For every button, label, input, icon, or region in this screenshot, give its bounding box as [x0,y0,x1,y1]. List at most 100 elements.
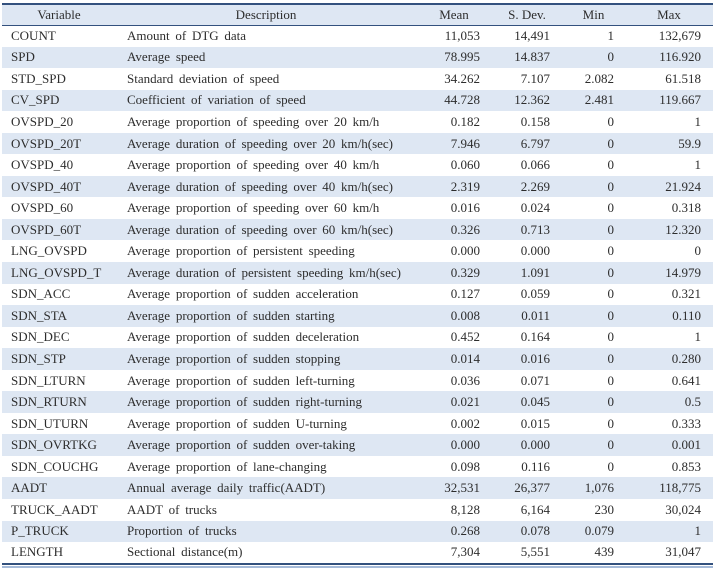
table-row: AADT Annual average daily traffic(AADT) 32… [2,477,713,500]
cell-min: 0 [607,113,615,129]
cell-min: 0 [607,157,615,173]
table-row: SDN_DEC Average proportion of sudden dece… [2,327,713,349]
cell-description: Average proportion of speeding over 20 k… [127,113,380,129]
cell-max: 0.280 [671,350,701,366]
cell-max: 0.641 [671,372,701,388]
cell-variable: LNG_OVSPD [11,243,87,259]
cell-description: AADT of trucks [127,501,217,517]
cell-variable: SPD [11,49,35,65]
cell-max: 1 [694,113,702,129]
table-row: SPD Average speed 78.995 14.837 0 116.920 [2,46,713,69]
cell-description: Annual average daily traffic(AADT) [127,480,326,496]
cell-description: Average proportion of sudden U-turning [127,415,347,431]
cell-mean: 11,053 [444,28,480,44]
column-header-max: Max [625,4,713,26]
cell-description: Average proportion of persistent speedin… [127,243,355,259]
cell-variable: LNG_OVSPD_T [11,264,102,280]
cell-mean: 78.995 [444,49,480,65]
cell-mean: 2.319 [450,178,480,194]
cell-max: 30,024 [665,501,701,517]
table-row: SDN_RTURN Average proportion of sudden ri… [2,391,713,413]
cell-description: Average proportion of sudden starting [127,307,335,323]
table-body: COUNT Amount of DTG data 11,053 14,491 1 132,… [2,25,713,564]
cell-min: 0 [607,135,615,151]
cell-sdev: 0.164 [520,329,550,345]
cell-min: 0 [607,286,615,302]
cell-variable: OVSPD_40T [11,178,82,194]
column-header-description: Description [116,4,416,26]
cell-mean: 0.182 [450,113,480,129]
cell-min: 0.079 [584,523,614,539]
cell-max: 59.9 [678,135,701,151]
cell-max: 116.920 [659,49,701,65]
cell-mean: 0.036 [450,372,480,388]
cell-variable: TRUCK_AADT [11,501,98,517]
cell-variable: SDN_OVRTKG [11,437,97,453]
cell-variable: OVSPD_20 [11,113,74,129]
cell-description: Standard deviation of speed [127,70,280,86]
table-row: CV_SPD Coefficient of variation of speed 4… [2,89,713,112]
cell-max: 0.001 [671,437,701,453]
table-row: OVSPD_60T Average duration of speeding ov… [2,218,713,241]
cell-mean: 0.060 [450,157,480,173]
column-header-mean: Mean [416,4,492,26]
cell-description: Average duration of speeding over 40 km/… [127,178,394,194]
cell-variable: OVSPD_40 [11,157,74,173]
cell-sdev: 12.362 [514,92,550,108]
cell-mean: 7,304 [450,544,480,560]
cell-sdev: 0.066 [520,157,550,173]
cell-max: 0.5 [684,394,701,410]
cell-sdev: 0.000 [520,243,550,259]
cell-description: Average proportion of sudden left-turnin… [127,372,355,388]
cell-sdev: 7.107 [520,70,550,86]
table-row: LNG_OVSPD Average proportion of persisten… [2,240,713,262]
cell-variable: COUNT [11,28,56,44]
cell-variable: SDN_LTURN [11,372,86,388]
cell-variable: SDN_RTURN [11,394,87,410]
cell-max: 0.333 [671,415,701,431]
cell-sdev: 1.091 [520,264,550,280]
table-row: LENGTH Sectional distance(m) 7,304 5,551 439… [2,542,713,564]
cell-variable: AADT [11,480,48,496]
table-row: P_TRUCK Proportion of trucks 0.268 0.078 0.0… [2,520,713,543]
cell-description: Amount of DTG data [127,28,247,44]
cell-description: Average proportion of speeding over 60 k… [127,200,380,216]
cell-mean: 0.021 [450,394,480,410]
cell-max: 0.853 [671,458,701,474]
cell-sdev: 6.797 [520,135,550,151]
cell-mean: 44.728 [444,92,480,108]
cell-sdev: 0.059 [520,286,550,302]
cell-min: 0 [607,264,615,280]
cell-variable: OVSPD_20T [11,135,82,151]
cell-sdev: 0.116 [521,458,550,474]
cell-min: 1,076 [584,480,614,496]
cell-mean: 0.329 [450,264,480,280]
cell-min: 2.481 [584,92,614,108]
table-row: LNG_OVSPD_T Average duration of persisten… [2,262,713,284]
cell-variable: LENGTH [11,544,63,560]
header-row: Variable Description Mean S. Dev. Min Ma… [2,4,713,26]
cell-min: 0 [607,329,615,345]
cell-variable: OVSPD_60T [11,221,82,237]
cell-min: 0 [607,243,615,259]
cell-mean: 0.016 [450,200,480,216]
cell-description: Sectional distance(m) [127,544,243,560]
cell-variable: SDN_COUCHG [11,458,99,474]
cell-mean: 0.098 [450,458,480,474]
cell-min: 0 [607,350,615,366]
cell-sdev: 0.158 [520,113,550,129]
cell-sdev: 14,491 [514,28,550,44]
table-row: SDN_OVRTKG Average proportion of sudden o… [2,434,713,456]
cell-max: 1 [694,523,702,539]
cell-sdev: 0.016 [520,350,550,366]
column-header-sdev: S. Dev. [492,4,562,26]
cell-mean: 0.452 [450,329,480,345]
cell-mean: 0.000 [450,437,480,453]
cell-sdev: 26,377 [514,480,550,496]
cell-max: 118,775 [659,480,701,496]
cell-description: Average proportion of lane-changing [127,458,327,474]
cell-variable: SDN_DEC [11,329,70,345]
cell-description: Average proportion of sudden right-turni… [127,394,363,410]
cell-min: 0 [607,221,615,237]
